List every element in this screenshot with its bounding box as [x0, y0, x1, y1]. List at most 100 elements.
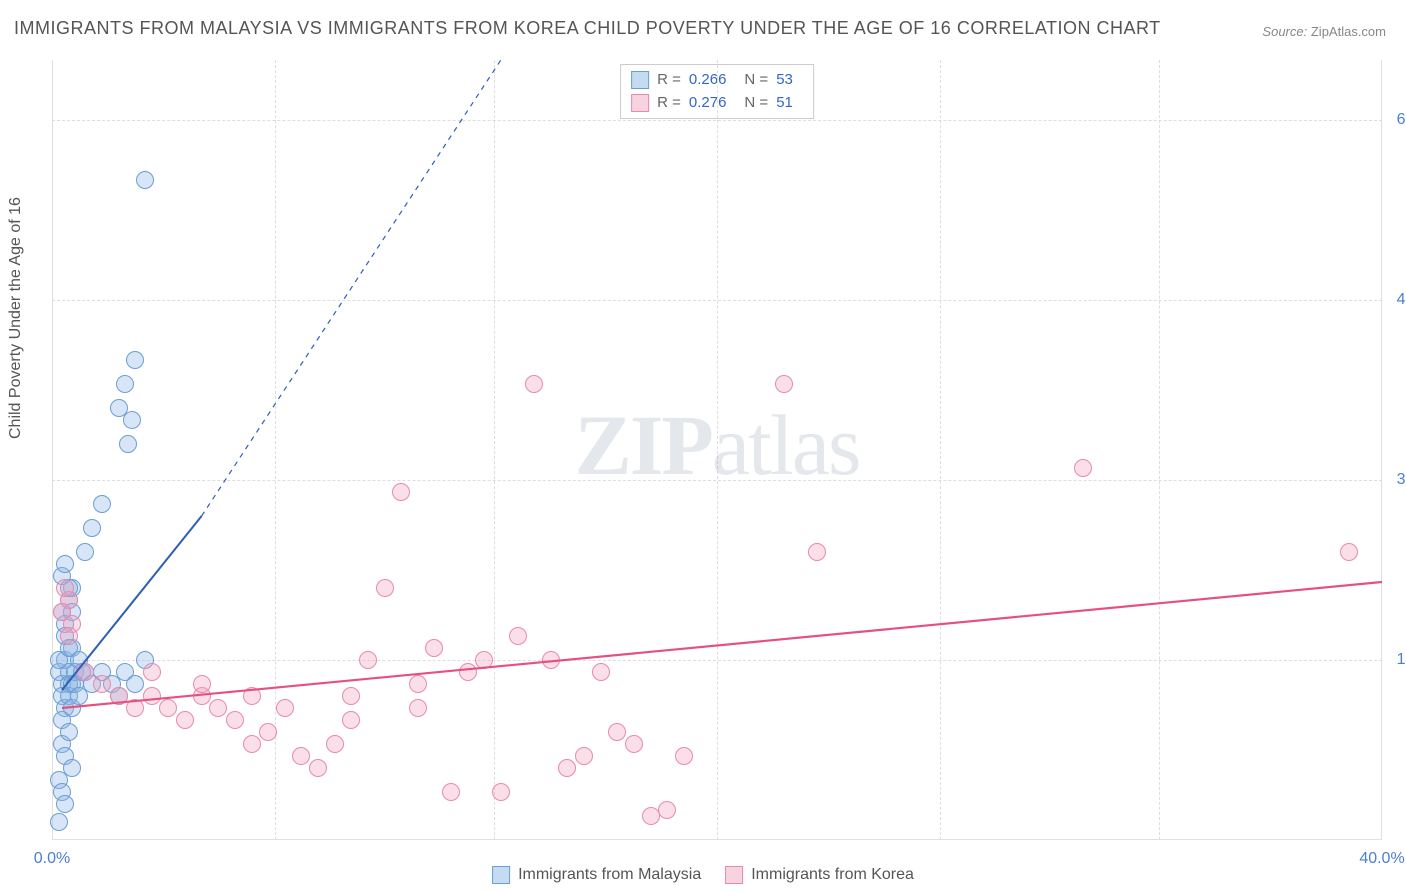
- legend-label-malaysia: Immigrants from Malaysia: [518, 866, 701, 884]
- data-point-korea: [425, 639, 443, 657]
- r-value-korea: 0.276: [689, 92, 727, 115]
- n-value-korea: 51: [776, 92, 793, 115]
- gridline-vertical: [717, 60, 718, 840]
- gridline-vertical: [1159, 60, 1160, 840]
- data-point-korea: [376, 579, 394, 597]
- data-point-malaysia: [76, 543, 94, 561]
- data-point-korea: [608, 723, 626, 741]
- r-value-malaysia: 0.266: [689, 69, 727, 92]
- trend-line-korea: [62, 582, 1382, 708]
- data-point-korea: [642, 807, 660, 825]
- r-label: R =: [657, 69, 681, 92]
- source-name: ZipAtlas.com: [1311, 24, 1386, 39]
- data-point-malaysia: [50, 813, 68, 831]
- data-point-malaysia: [136, 171, 154, 189]
- legend-swatch-malaysia: [631, 71, 649, 89]
- y-tick-label: 60.0%: [1397, 111, 1406, 129]
- chart-area: ZIPatlas R = 0.266 N = 53 R = 0.276 N = …: [52, 60, 1382, 840]
- data-point-korea: [259, 723, 277, 741]
- data-point-korea: [592, 663, 610, 681]
- data-point-korea: [243, 735, 261, 753]
- data-point-korea: [342, 711, 360, 729]
- data-point-korea: [93, 675, 111, 693]
- data-point-malaysia: [116, 375, 134, 393]
- data-point-malaysia: [56, 555, 74, 573]
- source-attribution: Source: ZipAtlas.com: [1262, 24, 1386, 39]
- data-point-korea: [409, 675, 427, 693]
- gridline-vertical: [275, 60, 276, 840]
- r-label: R =: [657, 92, 681, 115]
- data-point-malaysia: [119, 435, 137, 453]
- legend-swatch-korea-icon: [725, 866, 743, 884]
- watermark-light: atlas: [712, 397, 860, 493]
- y-axis-line-right: [1381, 60, 1382, 840]
- data-point-korea: [475, 651, 493, 669]
- data-point-korea: [359, 651, 377, 669]
- data-point-korea: [143, 687, 161, 705]
- data-point-korea: [442, 783, 460, 801]
- data-point-korea: [292, 747, 310, 765]
- data-point-korea: [76, 663, 94, 681]
- data-point-korea: [525, 375, 543, 393]
- data-point-korea: [409, 699, 427, 717]
- data-point-korea: [193, 675, 211, 693]
- legend-swatch-malaysia-icon: [492, 866, 510, 884]
- data-point-korea: [1074, 459, 1092, 477]
- data-point-malaysia: [123, 411, 141, 429]
- data-point-malaysia: [93, 495, 111, 513]
- data-point-korea: [459, 663, 477, 681]
- n-label: N =: [744, 92, 768, 115]
- data-point-korea: [558, 759, 576, 777]
- y-axis-label: Child Poverty Under the Age of 16: [7, 197, 25, 439]
- legend-item-malaysia: Immigrants from Malaysia: [492, 866, 701, 884]
- legend-series: Immigrants from Malaysia Immigrants from…: [492, 866, 914, 884]
- data-point-korea: [56, 579, 74, 597]
- data-point-korea: [176, 711, 194, 729]
- y-tick-label: 45.0%: [1397, 291, 1406, 309]
- x-tick-label: 40.0%: [1359, 850, 1404, 868]
- data-point-korea: [542, 651, 560, 669]
- source-label: Source:: [1262, 24, 1307, 39]
- data-point-korea: [509, 627, 527, 645]
- data-point-korea: [342, 687, 360, 705]
- data-point-korea: [209, 699, 227, 717]
- data-point-malaysia: [126, 351, 144, 369]
- data-point-korea: [276, 699, 294, 717]
- data-point-korea: [1340, 543, 1358, 561]
- data-point-korea: [309, 759, 327, 777]
- data-point-korea: [675, 747, 693, 765]
- y-tick-label: 30.0%: [1397, 471, 1406, 489]
- data-point-korea: [60, 627, 78, 645]
- n-label: N =: [744, 69, 768, 92]
- data-point-malaysia: [60, 723, 78, 741]
- chart-title: IMMIGRANTS FROM MALAYSIA VS IMMIGRANTS F…: [14, 18, 1161, 39]
- data-point-korea: [226, 711, 244, 729]
- legend-label-korea: Immigrants from Korea: [751, 866, 914, 884]
- y-tick-label: 15.0%: [1397, 651, 1406, 669]
- gridline-vertical: [494, 60, 495, 840]
- data-point-malaysia: [126, 675, 144, 693]
- data-point-korea: [326, 735, 344, 753]
- data-point-korea: [492, 783, 510, 801]
- gridline-vertical: [940, 60, 941, 840]
- legend-item-korea: Immigrants from Korea: [725, 866, 914, 884]
- data-point-korea: [775, 375, 793, 393]
- data-point-malaysia: [83, 519, 101, 537]
- x-tick-label: 0.0%: [34, 850, 70, 868]
- n-value-malaysia: 53: [776, 69, 793, 92]
- data-point-korea: [143, 663, 161, 681]
- plot-region: ZIPatlas R = 0.266 N = 53 R = 0.276 N = …: [52, 60, 1382, 840]
- data-point-korea: [159, 699, 177, 717]
- data-point-korea: [625, 735, 643, 753]
- data-point-malaysia: [56, 795, 74, 813]
- data-point-korea: [110, 687, 128, 705]
- data-point-korea: [392, 483, 410, 501]
- trend-line-dash-malaysia: [202, 60, 501, 516]
- legend-swatch-korea: [631, 94, 649, 112]
- data-point-korea: [126, 699, 144, 717]
- data-point-korea: [658, 801, 676, 819]
- watermark-bold: ZIP: [575, 397, 712, 493]
- data-point-korea: [243, 687, 261, 705]
- data-point-korea: [808, 543, 826, 561]
- data-point-korea: [575, 747, 593, 765]
